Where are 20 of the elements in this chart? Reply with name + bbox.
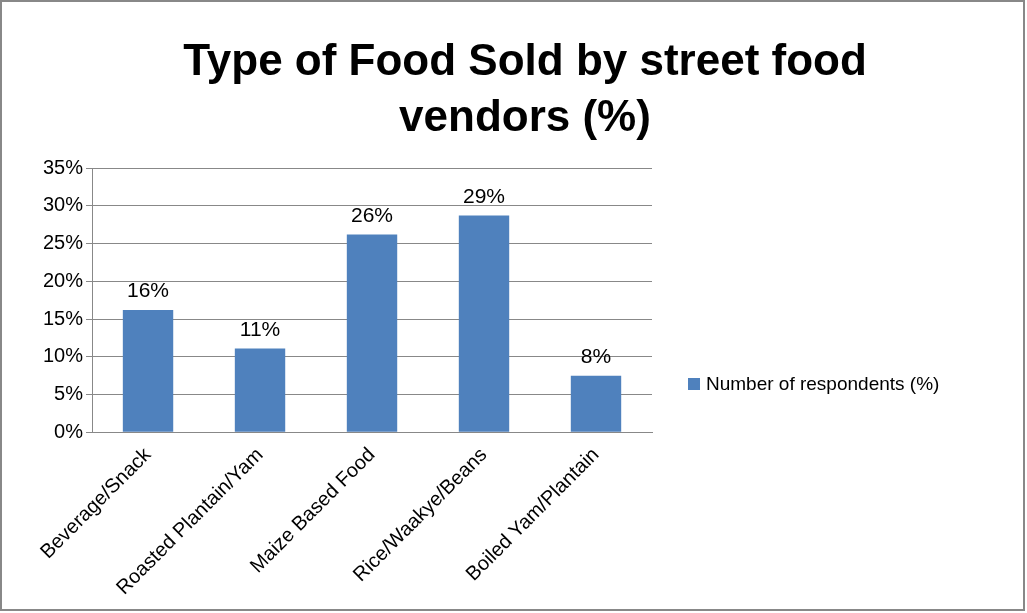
data-label: 29%: [462, 183, 506, 207]
bar: [234, 348, 286, 432]
bar: [458, 215, 510, 432]
y-tick-label: 30%: [43, 193, 84, 216]
y-tick-label: 20%: [43, 268, 84, 291]
data-label: 8%: [580, 344, 612, 368]
bar: [570, 375, 622, 432]
y-tick-label: 15%: [43, 306, 84, 329]
chart-title: Type of Food Sold by street food vendors (%): [182, 34, 868, 142]
y-tick-label: 10%: [43, 344, 84, 367]
y-tick-label: 35%: [43, 155, 84, 178]
data-label: 26%: [351, 202, 394, 226]
y-tick-label: 0%: [54, 419, 84, 442]
data-label: 16%: [127, 278, 170, 302]
y-tick-label: 5%: [54, 382, 84, 405]
legend-label: Number of respondents (%): [706, 373, 940, 395]
y-tick-label: 25%: [43, 231, 84, 254]
data-label: 11%: [239, 316, 281, 340]
bar: [122, 310, 174, 432]
bar: [346, 234, 398, 432]
